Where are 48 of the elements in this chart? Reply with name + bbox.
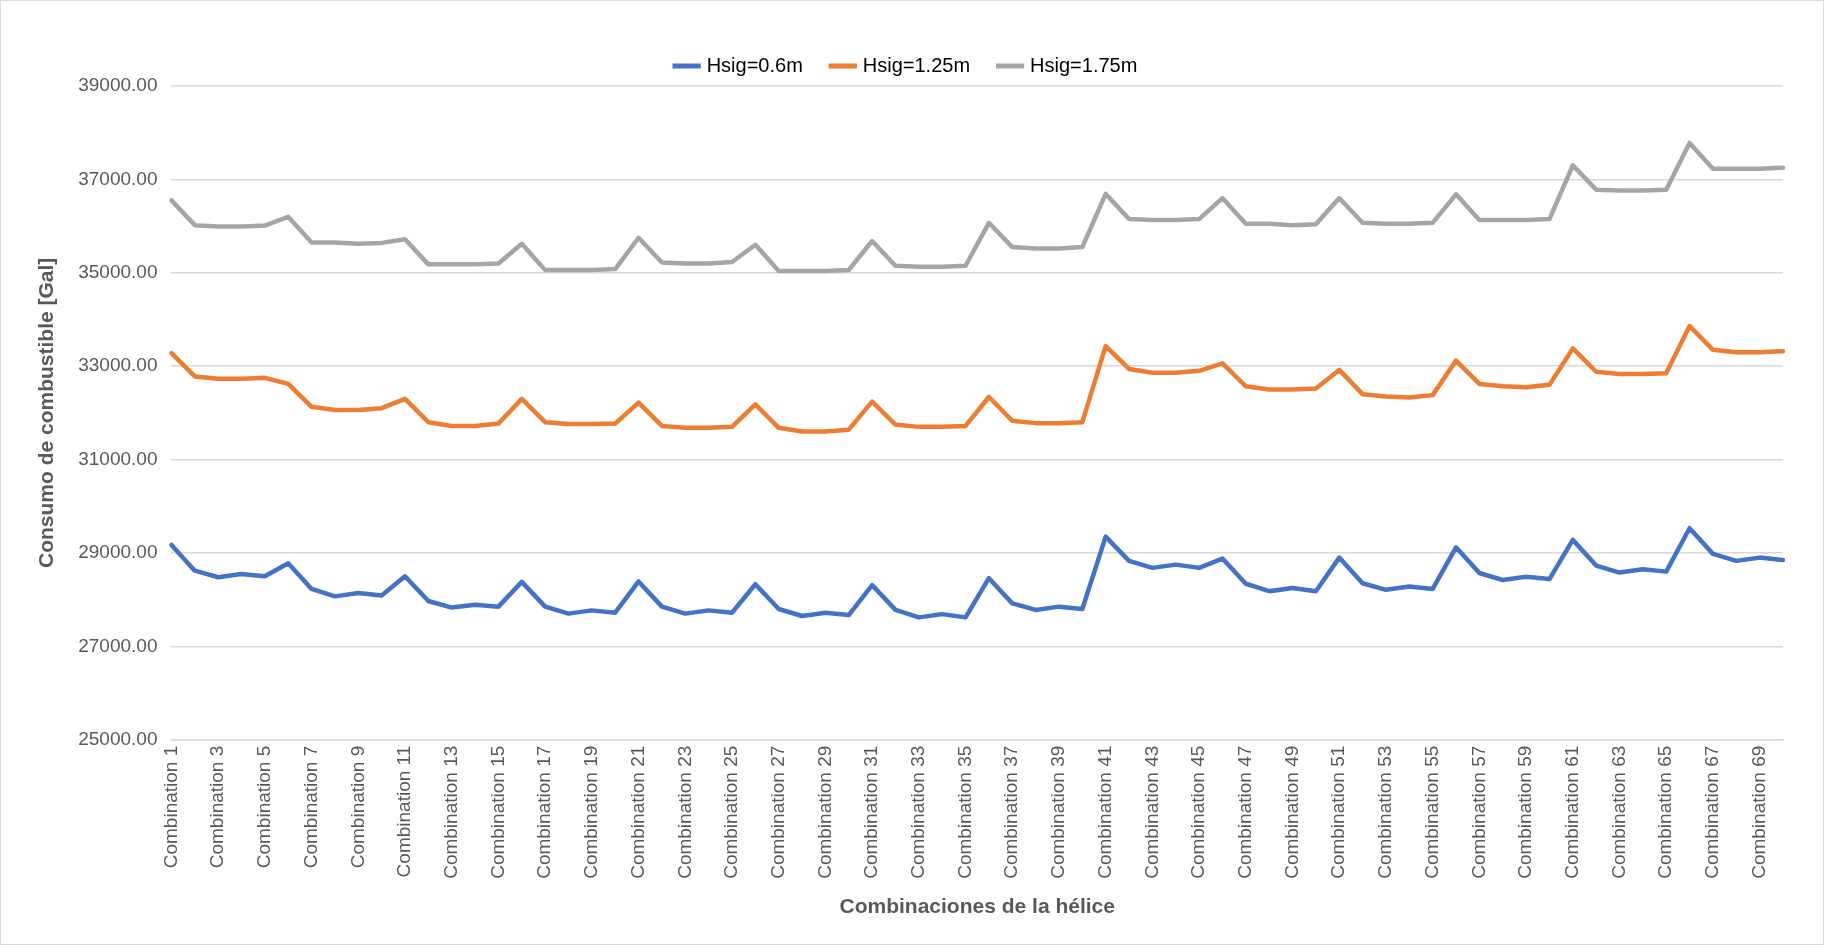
x-tick-label: Combination 7 — [299, 745, 321, 869]
x-tick-label: Combination 17 — [533, 745, 555, 879]
y-tick-label: 33000.00 — [78, 354, 158, 376]
x-tick-label: Combination 53 — [1374, 745, 1396, 879]
legend-label: Hsig=0.6m — [706, 53, 803, 76]
x-tick-label: Combination 33 — [907, 745, 929, 879]
x-tick-label: Combination 23 — [673, 745, 695, 879]
x-tick-label: Combination 57 — [1467, 745, 1489, 879]
x-tick-label: Combination 27 — [766, 745, 788, 879]
y-axis-title: Consumo de combustible [Gal] — [34, 257, 58, 569]
x-tick-label: Combination 11 — [393, 745, 415, 878]
x-tick-label: Combination 31 — [860, 745, 882, 879]
x-tick-label: Combination 69 — [1747, 745, 1769, 879]
x-tick-label: Combination 49 — [1280, 745, 1302, 879]
x-tick-label: Combination 21 — [626, 745, 648, 879]
x-tick-label: Combination 1 — [159, 745, 181, 869]
x-tick-label: Combination 59 — [1514, 745, 1536, 879]
x-tick-label: Combination 63 — [1607, 745, 1629, 879]
x-tick-label: Combination 37 — [1000, 745, 1022, 879]
x-tick-label: Combination 15 — [486, 745, 508, 879]
x-tick-label: Combination 51 — [1327, 745, 1349, 879]
x-tick-label: Combination 67 — [1701, 745, 1723, 879]
x-tick-label: Combination 5 — [253, 745, 275, 869]
x-tick-label: Combination 9 — [346, 745, 368, 869]
x-tick-label: Combination 39 — [1047, 745, 1069, 879]
x-tick-label: Combination 29 — [813, 745, 835, 879]
x-tick-label: Combination 19 — [580, 745, 602, 879]
y-tick-label: 37000.00 — [78, 167, 158, 189]
x-tick-label: Combination 35 — [953, 745, 975, 879]
x-tick-label: Combination 65 — [1654, 745, 1676, 879]
legend-label: Hsig=1.25m — [862, 53, 971, 76]
x-tick-label: Combination 43 — [1140, 745, 1162, 879]
x-tick-label: Combination 41 — [1093, 745, 1115, 879]
y-tick-label: 31000.00 — [78, 447, 158, 469]
x-tick-label: Combination 47 — [1234, 745, 1256, 879]
y-tick-label: 29000.00 — [78, 541, 158, 563]
y-tick-label: 27000.00 — [78, 634, 158, 656]
x-axis-title: Combinaciones de la hélice — [839, 894, 1115, 918]
y-tick-label: 35000.00 — [78, 261, 158, 283]
x-tick-label: Combination 45 — [1187, 745, 1209, 879]
y-tick-label: 25000.00 — [78, 727, 158, 749]
x-tick-label: Combination 3 — [206, 745, 228, 869]
x-tick-label: Combination 13 — [439, 745, 461, 879]
x-tick-label: Combination 55 — [1420, 745, 1442, 879]
x-tick-label: Combination 25 — [720, 745, 742, 879]
x-tick-label: Combination 61 — [1561, 745, 1583, 879]
y-tick-label: 39000.00 — [78, 74, 158, 96]
legend-label: Hsig=1.75m — [1030, 53, 1138, 76]
